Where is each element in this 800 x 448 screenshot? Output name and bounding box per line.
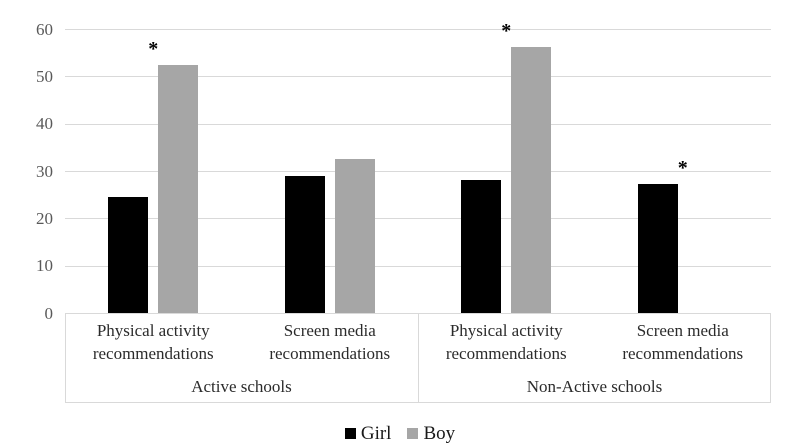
category-label-line: recommendations [445,344,567,363]
category-label: Physical activity recommendations [65,319,242,365]
y-axis-tick-label: 50 [36,66,53,86]
bar-boy [511,47,552,314]
bar-boy [334,159,375,314]
category-label: Screen media recommendations [242,319,419,365]
group-divider-line [418,313,419,402]
legend-item-girl: Girl [344,423,392,444]
y-axis-tick-label: 40 [36,114,53,134]
legend-swatch-girl [344,428,356,439]
category-label-line: Screen media [636,321,729,340]
bar-girl [108,197,149,314]
group-label: Active schools [191,377,292,396]
category-label: Physical activity recommendations [418,319,595,365]
bar-girl [284,175,325,314]
bar-girl [637,184,678,314]
legend: Girl Boy [0,424,800,443]
gridline [65,218,771,220]
significance-asterisk: * [677,157,688,180]
gridline [65,265,771,267]
category-label-line: Screen media [283,321,376,340]
group-label: Non-Active schools [526,377,663,396]
category-label-line: Physical activity [96,321,210,340]
y-axis-tick-label: 0 [44,303,54,323]
y-axis-tick-label: 30 [36,161,53,181]
bar-boy [158,65,199,314]
gridline [65,76,771,78]
y-axis-tick-label: 20 [36,208,53,228]
gridline [65,123,771,125]
y-axis-tick-label: 60 [36,19,53,39]
legend-label: Boy [423,423,456,444]
category-label: Screen media recommendations [595,319,772,365]
y-axis-tick-label: 10 [36,256,53,276]
significance-asterisk: * [148,38,159,61]
category-label-line: Physical activity [449,321,563,340]
gridline [65,29,771,30]
legend-item-boy: Boy [407,424,455,443]
category-label-line: recommendations [622,344,744,363]
significance-asterisk: * [501,20,512,42]
bar-girl [461,180,502,314]
legend-swatch-boy [407,428,419,439]
category-label-line: recommendations [92,344,214,363]
legend-label: Girl [360,423,392,444]
category-label-line: recommendations [269,344,391,363]
gridline [65,171,771,172]
